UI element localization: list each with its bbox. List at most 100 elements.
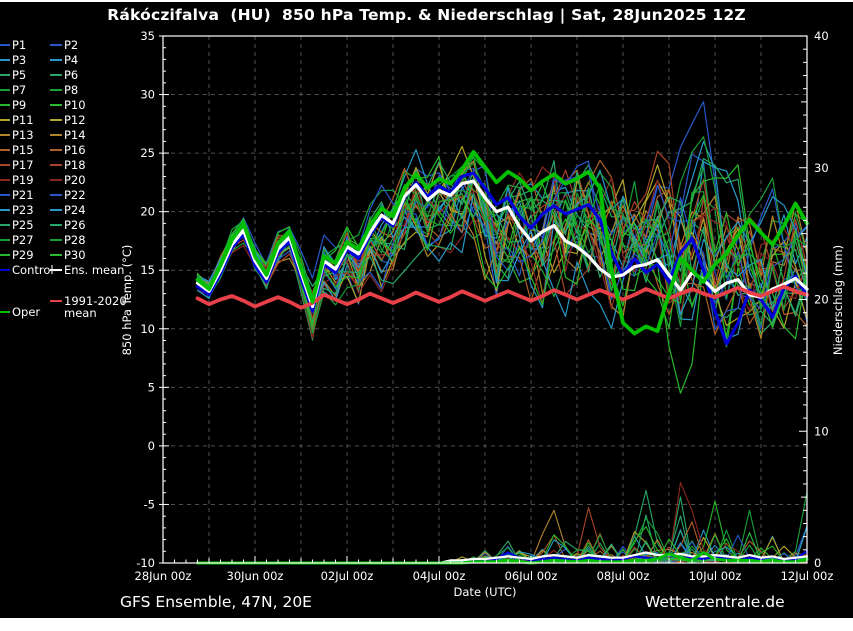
legend-swatch (50, 44, 62, 46)
legend-swatch (50, 269, 62, 271)
legend-item-control: Control (0, 264, 54, 276)
temp-tick-label: 25 (140, 146, 155, 160)
legend-swatch (0, 44, 10, 46)
legend-label: 1991-2020 mean (64, 294, 127, 320)
legend-label: P28 (64, 233, 86, 247)
legend-swatch (0, 254, 10, 256)
legend-item-P8: P8 (50, 84, 78, 96)
legend-swatch (50, 300, 62, 302)
legend-swatch (50, 209, 62, 211)
legend-swatch (50, 119, 62, 121)
temp-axis-label: 850 hPa Temp. (°C) (120, 245, 134, 356)
temp-tick-label: 35 (140, 29, 155, 43)
legend-label: P12 (64, 113, 86, 127)
legend-item-P1: P1 (0, 39, 26, 51)
model-info-text: GFS Ensemble, 47N, 20E (120, 593, 312, 611)
bottom-margin (0, 618, 853, 631)
legend-label: P18 (64, 158, 86, 172)
legend-swatch (50, 74, 62, 76)
legend-swatch (50, 149, 62, 151)
legend-label: P30 (64, 248, 86, 262)
legend-label: P9 (12, 98, 27, 112)
legend: P1 P2 P3 P4 P5 P6 P7 P8 P9 P10 P11 P12 P13 P14 P15 P16 P… (0, 2, 160, 618)
legend-swatch (0, 119, 10, 121)
chart-canvas: Rákóczifalva (HU) 850 hPa Temp. & Nieder… (0, 2, 853, 618)
legend-swatch (0, 104, 10, 106)
legend-item-P23: P23 (0, 204, 34, 216)
legend-swatch (50, 194, 62, 196)
legend-item-P10: P10 (50, 99, 86, 111)
legend-item-P24: P24 (50, 204, 86, 216)
legend-swatch (50, 134, 62, 136)
legend-item-ens-mean: Ens. mean (50, 264, 124, 276)
precip-tick-label: 30 (814, 161, 829, 175)
legend-item-P15: P15 (0, 144, 34, 156)
temp-tick-label: 10 (140, 322, 155, 336)
legend-label: P2 (64, 38, 79, 52)
x-tick-label: 02Jul 00z (321, 569, 374, 583)
precip-tick-label: 0 (814, 556, 821, 570)
precip-tick-label: 40 (814, 29, 829, 43)
legend-label: P8 (64, 83, 79, 97)
legend-swatch (0, 59, 10, 61)
temp-tick-label: 30 (140, 88, 155, 102)
legend-label: P5 (12, 68, 27, 82)
legend-swatch (0, 194, 10, 196)
legend-item-P19: P19 (0, 174, 34, 186)
legend-swatch (50, 239, 62, 241)
precip-tick-label: 10 (814, 424, 829, 438)
legend-item-oper: Oper (0, 306, 40, 318)
legend-item-P11: P11 (0, 114, 34, 126)
legend-item-P13: P13 (0, 129, 34, 141)
legend-swatch (50, 89, 62, 91)
legend-item-P18: P18 (50, 159, 86, 171)
legend-item-P9: P9 (0, 99, 26, 111)
x-tick-label: 04Jul 00z (413, 569, 466, 583)
legend-label: P27 (12, 233, 34, 247)
axis-tick-labels: 35 30 25 20 15 10 5 0 -5 -10 40 30 20 10 0 28Jun 00z 30J… (135, 29, 834, 583)
legend-label: P14 (64, 128, 86, 142)
legend-label: P11 (12, 113, 34, 127)
legend-label: P20 (64, 173, 86, 187)
legend-swatch (0, 311, 10, 313)
legend-label: Oper (12, 305, 41, 319)
legend-label: P4 (64, 53, 79, 67)
x-tick-label: 10Jul 00z (689, 569, 742, 583)
legend-item-P7: P7 (0, 84, 26, 96)
x-tick-label: 06Jul 00z (505, 569, 558, 583)
precip-axis-label: Niederschlag (mm) (831, 245, 845, 355)
legend-swatch (0, 179, 10, 181)
legend-swatch (0, 269, 10, 271)
legend-item-1991-2020-mean: 1991-2020 mean (50, 295, 142, 319)
legend-item-P14: P14 (50, 129, 86, 141)
plot-area: 35 30 25 20 15 10 5 0 -5 -10 40 30 20 10 0 28Jun 00z 30J… (120, 29, 845, 599)
main-series-lines (195, 150, 809, 565)
legend-item-P21: P21 (0, 189, 34, 201)
legend-label: P26 (64, 218, 86, 232)
legend-swatch (50, 104, 62, 106)
ensemble-member-temp-lines (196, 101, 807, 394)
legend-item-P25: P25 (0, 219, 34, 231)
legend-label: P29 (12, 248, 34, 262)
x-tick-label: 28Jun 00z (135, 569, 192, 583)
legend-swatch (0, 224, 10, 226)
legend-swatch (50, 164, 62, 166)
watermark-text: Wetterzentrale.de (645, 593, 785, 611)
legend-swatch (50, 254, 62, 256)
legend-item-P16: P16 (50, 144, 86, 156)
legend-item-P20: P20 (50, 174, 86, 186)
legend-label: P22 (64, 188, 86, 202)
chart-title: Rákóczifalva (HU) 850 hPa Temp. & Nieder… (107, 6, 746, 24)
temp-tick-label: -5 (144, 497, 155, 511)
top-margin (0, 0, 853, 2)
legend-item-P12: P12 (50, 114, 86, 126)
legend-label: P24 (64, 203, 86, 217)
precip-tick-label: 20 (814, 293, 829, 307)
legend-item-P2: P2 (50, 39, 78, 51)
legend-label: P3 (12, 53, 27, 67)
legend-swatch (0, 209, 10, 211)
legend-label: Ens. mean (64, 263, 125, 277)
legend-swatch (50, 59, 62, 61)
legend-item-P5: P5 (0, 69, 26, 81)
temp-tick-label: 0 (148, 439, 155, 453)
